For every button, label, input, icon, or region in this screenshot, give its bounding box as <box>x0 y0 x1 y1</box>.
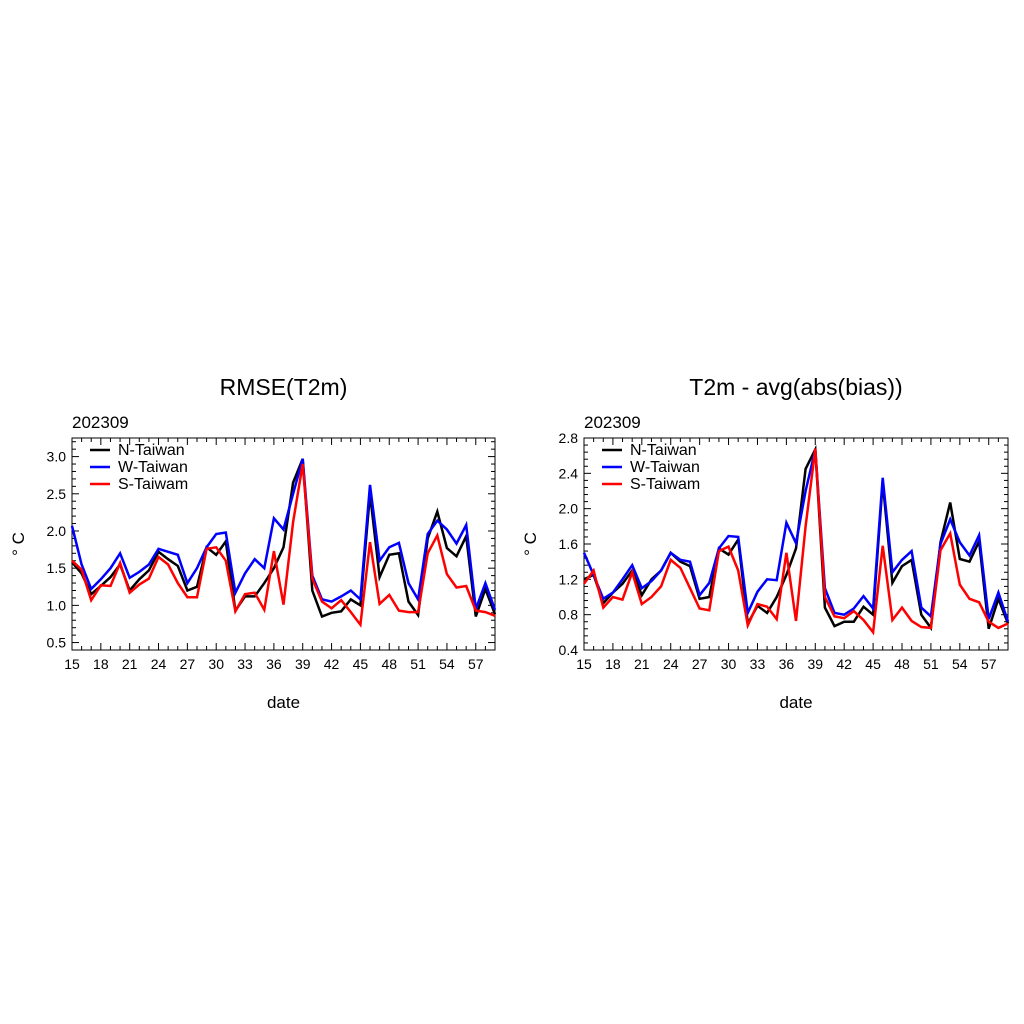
chart-subtitle: 202309 <box>72 413 129 432</box>
y-tick-label: 0.8 <box>559 607 579 623</box>
x-tick-label: 39 <box>807 656 823 672</box>
x-tick-label: 15 <box>576 656 592 672</box>
x-tick-label: 33 <box>750 656 766 672</box>
x-tick-label: 24 <box>663 656 679 672</box>
y-tick-label: 3.0 <box>47 449 67 465</box>
x-tick-label: 54 <box>439 656 455 672</box>
y-tick-label: 1.6 <box>559 536 579 552</box>
y-tick-label: 0.4 <box>559 642 579 658</box>
x-tick-label: 30 <box>721 656 737 672</box>
x-tick-label: 42 <box>836 656 852 672</box>
x-tick-label: 39 <box>295 656 311 672</box>
y-tick-label: 2.0 <box>559 501 579 517</box>
chart-subtitle: 202309 <box>584 413 641 432</box>
legend-label: N-Taiwan <box>630 442 697 459</box>
y-tick-label: 1.0 <box>47 597 67 613</box>
series-line-w-taiwan <box>70 458 497 611</box>
series-line-s-taiwam <box>582 448 1009 636</box>
x-tick-label: 48 <box>381 656 397 672</box>
x-tick-label: 36 <box>266 656 282 672</box>
legend-label: W-Taiwan <box>630 459 700 476</box>
x-tick-label: 45 <box>865 656 881 672</box>
y-axis-label: ° C <box>521 532 540 556</box>
x-tick-label: 33 <box>237 656 253 672</box>
x-tick-label: 36 <box>779 656 795 672</box>
legend-label: N-Taiwan <box>118 442 185 459</box>
x-tick-label: 18 <box>93 656 109 672</box>
x-axis-label: date <box>779 693 812 712</box>
x-tick-label: 48 <box>894 656 910 672</box>
x-tick-label: 51 <box>410 656 426 672</box>
y-tick-label: 2.8 <box>559 430 579 446</box>
x-tick-label: 30 <box>208 656 224 672</box>
y-tick-label: 2.4 <box>559 465 579 481</box>
legend-label: W-Taiwan <box>118 459 188 476</box>
y-axis-label: ° C <box>9 532 28 556</box>
y-tick-label: 2.0 <box>47 523 67 539</box>
chart-title: RMSE(T2m) <box>220 374 348 400</box>
x-tick-label: 51 <box>923 656 939 672</box>
series-line-s-taiwam <box>71 463 496 628</box>
x-tick-label: 54 <box>952 656 968 672</box>
y-tick-label: 2.5 <box>47 486 67 502</box>
y-tick-label: 1.5 <box>47 560 67 576</box>
x-tick-label: 57 <box>981 656 997 672</box>
x-tick-label: 21 <box>122 656 138 672</box>
legend-label: S-Taiwam <box>118 476 188 493</box>
x-tick-label: 21 <box>634 656 650 672</box>
y-tick-label: 0.5 <box>47 635 67 651</box>
chart-title: T2m - avg(abs(bias)) <box>689 374 902 400</box>
bias-chart-panel: T2m - avg(abs(bias)) 202309 15 18 21 24 27 30 33… <box>521 374 1010 712</box>
x-tick-label: 57 <box>468 656 484 672</box>
x-tick-label: 42 <box>324 656 340 672</box>
rmse-chart-panel: RMSE(T2m) 202309 15 18 21 24 27 30 33 36 39 42 45 48 5… <box>9 374 497 712</box>
x-tick-label: 18 <box>605 656 621 672</box>
y-tick-label: 1.2 <box>559 571 579 587</box>
x-tick-label: 15 <box>64 656 80 672</box>
x-tick-label: 45 <box>353 656 369 672</box>
x-tick-label: 27 <box>692 656 708 672</box>
legend-label: S-Taiwam <box>630 476 700 493</box>
x-axis-label: date <box>267 693 300 712</box>
x-tick-label: 24 <box>151 656 167 672</box>
x-tick-label: 27 <box>180 656 196 672</box>
